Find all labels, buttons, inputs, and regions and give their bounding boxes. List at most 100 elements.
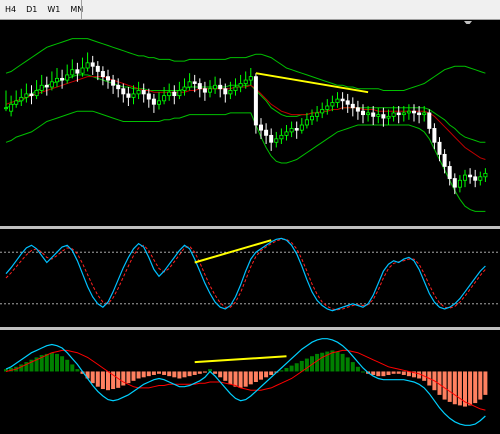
macd-histogram-bar — [177, 371, 182, 379]
macd-histogram-bar — [238, 371, 243, 388]
candle-body — [304, 119, 309, 126]
candle-body — [315, 112, 320, 117]
price-chart-pane[interactable] — [0, 24, 500, 226]
candle-body — [177, 90, 182, 97]
candle-body — [386, 115, 391, 119]
candle-body — [258, 124, 263, 131]
pane-separator[interactable] — [0, 327, 500, 330]
candle-body — [106, 76, 111, 81]
scroll-to-end-icon[interactable] — [464, 21, 472, 26]
macd-histogram-bar — [151, 371, 156, 375]
macd-histogram-bar — [478, 371, 483, 400]
macd-histogram-bar — [386, 371, 391, 375]
macd-histogram-bar — [182, 371, 187, 378]
candle-body — [360, 110, 365, 116]
macd-histogram-bar — [371, 371, 376, 375]
candle-body — [452, 178, 457, 188]
divergence-trend-line — [255, 72, 369, 94]
candle-body — [269, 134, 274, 143]
candle-body — [162, 95, 167, 102]
stochastic-main-line — [5, 237, 486, 312]
macd-histogram-bar — [218, 371, 223, 378]
candle-body — [4, 107, 9, 110]
macd-histogram-bar — [29, 359, 34, 372]
candle-body — [172, 91, 177, 97]
macd-histogram-bar — [202, 371, 207, 373]
candle-body — [14, 100, 19, 105]
candle-body — [116, 84, 121, 90]
candle-body — [279, 134, 284, 140]
candle-body — [29, 93, 34, 97]
macd-histogram-bar — [228, 371, 233, 385]
candle-body — [457, 179, 462, 188]
macd-histogram-bar — [24, 362, 29, 372]
macd-histogram-bar — [95, 371, 100, 387]
candle-body — [381, 114, 386, 119]
macd-histogram-bar — [417, 371, 422, 379]
macd-histogram-bar — [401, 371, 406, 375]
macd-histogram-bar — [80, 371, 85, 374]
candle-body — [70, 69, 75, 76]
macd-histogram-bar — [197, 371, 202, 374]
macd-histogram-bar — [167, 371, 172, 377]
timeframe-button-mn[interactable]: MN — [70, 5, 84, 14]
candle-body — [289, 128, 294, 133]
candle-body — [406, 110, 411, 114]
macd-histogram-bar — [396, 371, 401, 374]
candle-body — [264, 129, 269, 136]
macd-histogram-bar — [289, 365, 294, 372]
macd-histogram-bar — [187, 371, 192, 377]
macd-histogram-bar — [269, 371, 274, 375]
macd-histogram-bar — [157, 371, 161, 374]
macd-histogram-bar — [248, 371, 253, 385]
macd-histogram-bar — [44, 353, 49, 372]
macd-histogram-bar — [381, 371, 386, 377]
candle-body — [44, 84, 49, 88]
candle-body — [248, 76, 253, 81]
stochastic-signal-line — [5, 238, 486, 311]
macd-svg — [4, 338, 488, 426]
candle-body — [121, 88, 126, 95]
candle-body — [391, 112, 396, 117]
candle-body — [151, 98, 156, 105]
macd-histogram-bar — [111, 371, 116, 390]
macd-histogram-bar — [49, 352, 54, 372]
candle-body — [294, 128, 299, 131]
timeframe-buttons: H4 D1 W1 MN — [0, 0, 88, 19]
candle-body — [213, 84, 218, 90]
candle-body — [85, 62, 90, 69]
candle-body — [325, 105, 330, 110]
candle-body — [340, 98, 345, 102]
stochastic-svg — [0, 237, 500, 312]
candle-body — [182, 86, 187, 91]
macd-histogram-bar — [9, 367, 14, 372]
candle-body — [55, 77, 60, 83]
macd-histogram-bar — [355, 366, 360, 372]
macd-pane[interactable] — [0, 330, 500, 434]
macd-histogram-bar — [350, 362, 355, 372]
timeframe-button-w1[interactable]: W1 — [47, 5, 61, 14]
macd-histogram-bar — [284, 367, 289, 372]
macd-histogram-bar — [259, 371, 263, 380]
candle-body — [207, 88, 212, 93]
candle-body — [233, 86, 238, 91]
macd-histogram-bar — [146, 371, 151, 377]
candle-body — [75, 69, 80, 74]
candle-body — [223, 88, 228, 95]
macd-histogram-bar — [90, 371, 95, 384]
macd-histogram-bar — [116, 371, 121, 388]
timeframe-button-d1[interactable]: D1 — [26, 5, 38, 14]
pane-separator[interactable] — [0, 226, 500, 229]
macd-histogram-bar — [340, 353, 345, 372]
macd-histogram-bar — [437, 371, 442, 395]
candle-body — [366, 112, 371, 116]
candle-body — [253, 76, 258, 126]
candle-body — [9, 103, 14, 112]
candle-body — [355, 107, 360, 112]
candle-body — [350, 103, 355, 109]
stochastic-pane[interactable] — [0, 229, 500, 327]
timeframe-button-h4[interactable]: H4 — [5, 5, 17, 14]
timeframe-toolbar: H4 D1 W1 MN — [0, 0, 500, 20]
macd-histogram-bar — [172, 371, 177, 378]
macd-histogram-bar — [345, 357, 350, 372]
